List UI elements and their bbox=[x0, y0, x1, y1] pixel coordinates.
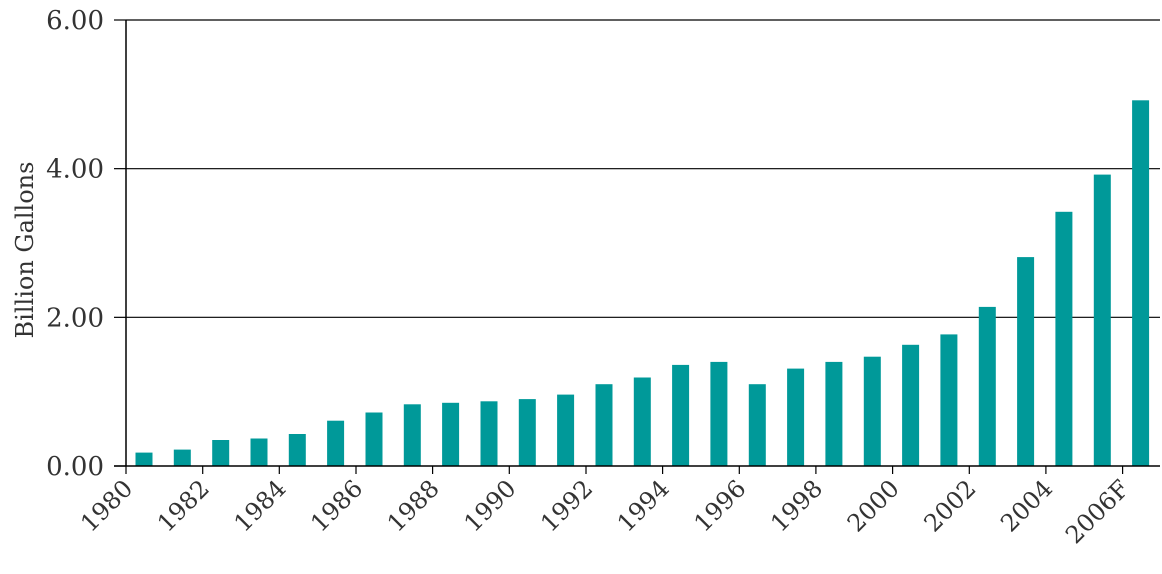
bar-1984 bbox=[288, 434, 306, 466]
bar-2005 bbox=[1093, 174, 1111, 466]
x-tick-label: 2000 bbox=[842, 474, 905, 537]
bar-1995 bbox=[710, 361, 728, 466]
bar-1996 bbox=[748, 384, 766, 466]
bar-1997 bbox=[787, 368, 805, 466]
y-axis-label: Billion Gallons bbox=[11, 162, 39, 339]
x-tick-label: 1992 bbox=[535, 474, 598, 537]
y-tick-label: 0.00 bbox=[46, 452, 104, 482]
y-tick-label: 6.00 bbox=[46, 6, 104, 36]
x-tick-label: 1984 bbox=[229, 474, 292, 537]
x-tick-labels: 1980 1982 1984 1986 1988 1990 1992 1994 1996 1998… bbox=[75, 474, 1135, 549]
bar-1998 bbox=[825, 361, 843, 466]
x-tick-label: 2002 bbox=[919, 474, 982, 537]
x-tick-label: 1982 bbox=[152, 474, 215, 537]
bar-2004 bbox=[1055, 211, 1073, 466]
x-tick-label: 1986 bbox=[305, 474, 368, 537]
bar-2000 bbox=[902, 344, 920, 466]
y-tick-label: 4.00 bbox=[46, 155, 104, 185]
axes bbox=[114, 20, 1160, 474]
bar-1999 bbox=[863, 356, 881, 466]
x-tick-label: 2006F bbox=[1060, 474, 1135, 549]
bar-2002 bbox=[978, 306, 996, 466]
bar-1987 bbox=[403, 404, 421, 466]
x-tick-label: 1998 bbox=[765, 474, 828, 537]
bar-1990 bbox=[518, 399, 536, 466]
bar-1980 bbox=[135, 452, 153, 466]
bar-2006F bbox=[1132, 100, 1150, 467]
bar-2001 bbox=[940, 334, 958, 466]
x-tick-label: 1988 bbox=[382, 474, 445, 537]
x-tick-label: 1994 bbox=[612, 474, 675, 537]
bar-1989 bbox=[480, 401, 498, 466]
x-tick-label: 1980 bbox=[75, 474, 138, 537]
bar-1993 bbox=[633, 377, 651, 466]
y-tick-label: 2.00 bbox=[46, 303, 104, 333]
bar-1988 bbox=[442, 402, 460, 466]
bar-1986 bbox=[365, 412, 383, 466]
bar-1992 bbox=[595, 384, 613, 466]
y-tick-labels: 0.00 2.00 4.00 6.00 bbox=[46, 6, 126, 482]
bar-2003 bbox=[1017, 257, 1035, 466]
bar-1991 bbox=[557, 394, 575, 466]
bar-1985 bbox=[327, 420, 345, 466]
bar-1981 bbox=[173, 449, 191, 466]
bar-1982 bbox=[212, 440, 230, 466]
bar-1994 bbox=[672, 364, 690, 466]
x-tick-label: 2004 bbox=[995, 474, 1058, 537]
x-tick-label: 1996 bbox=[689, 474, 752, 537]
gridlines bbox=[126, 19, 1160, 318]
bar-1983 bbox=[250, 438, 268, 466]
x-tick-label: 1990 bbox=[459, 474, 522, 537]
bars bbox=[135, 100, 1150, 467]
